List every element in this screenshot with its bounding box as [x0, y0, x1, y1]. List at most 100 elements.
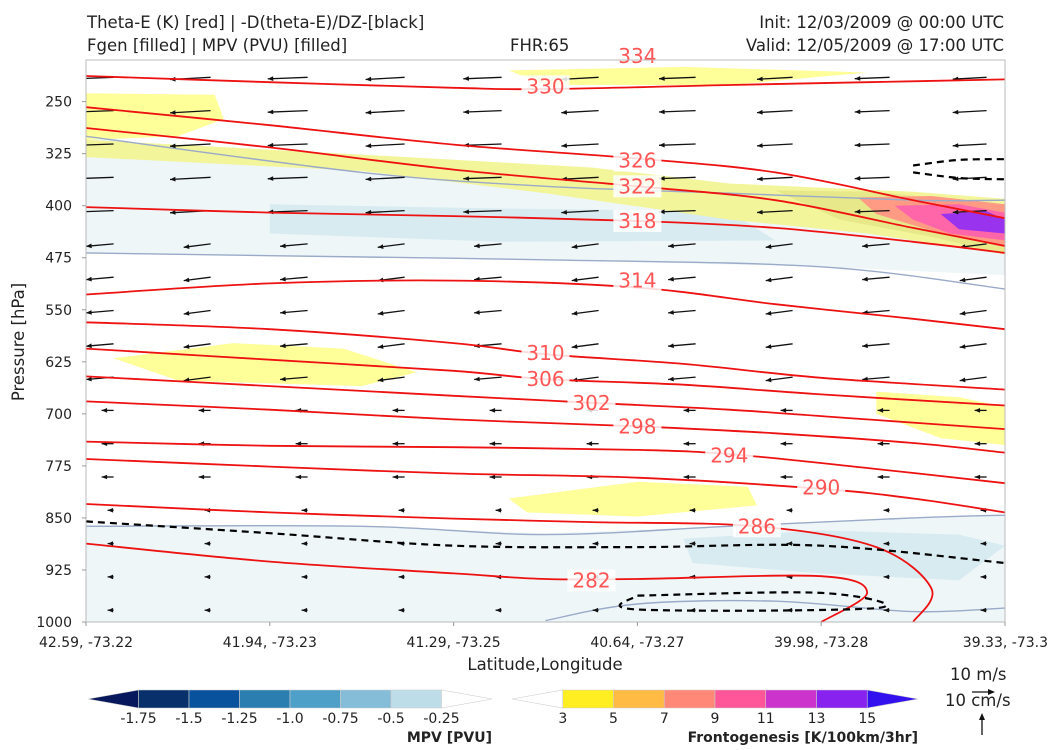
y-tick-label: 475 — [45, 251, 72, 267]
contour-label-318: 318 — [618, 209, 656, 233]
wind-vector-head — [854, 209, 861, 214]
colorbar-tick-label: 15 — [858, 711, 876, 727]
wind-vector — [86, 209, 114, 213]
wind-vector-head — [765, 244, 772, 249]
wind-vector-head — [183, 244, 190, 249]
wind-vector-head — [668, 343, 674, 349]
wind-vector-head — [883, 508, 890, 513]
wind-vector-head — [659, 209, 665, 215]
wind-vector-head — [757, 76, 763, 82]
wind-vector-head — [280, 343, 286, 349]
colorbar-swatch — [816, 689, 868, 709]
colorbar-swatch — [340, 689, 392, 709]
theta-e-contour-326 — [86, 106, 1005, 220]
wind-vector — [169, 109, 211, 114]
wind-vector-head — [86, 276, 92, 282]
wind-vector — [365, 109, 405, 114]
wind-vector-head — [301, 574, 308, 580]
wind-vector-head — [668, 276, 674, 282]
colorbar-tick-label: -0.75 — [322, 711, 358, 727]
wind-vector-head — [107, 574, 114, 580]
wind-vector-head — [877, 408, 884, 413]
wind-vector — [169, 176, 211, 181]
contour-label-306: 306 — [526, 367, 564, 391]
colorbar-swatch — [613, 689, 665, 709]
colorbar-swatch — [562, 689, 614, 709]
wind-vector-head — [877, 441, 884, 446]
wind-vector-head — [592, 607, 599, 613]
wind-vector — [463, 176, 502, 180]
wind-vector — [267, 76, 308, 80]
wind-vector-head — [365, 110, 372, 115]
wind-vector-head — [463, 209, 469, 215]
x-tick-label: 40.64, -73.27 — [590, 635, 684, 651]
wind-vector-head — [86, 243, 92, 249]
wind-vector-head — [757, 176, 763, 182]
wind-vector-head — [854, 76, 861, 81]
contour-label-298: 298 — [618, 414, 656, 438]
wind-vector — [658, 109, 696, 113]
wind-vector-head — [107, 508, 114, 513]
wind-vector — [952, 76, 987, 80]
theta-e-contour-286 — [86, 503, 934, 622]
fgen-yellow-upper-band — [86, 139, 1005, 255]
theta-e-contours — [86, 45, 1005, 622]
colorbar-swatch — [239, 689, 291, 709]
y-tick-label: 700 — [45, 407, 72, 423]
valid-time: Valid: 12/05/2009 @ 17:00 UTC — [745, 36, 1004, 55]
wind-vector-head — [854, 142, 861, 148]
colorbar-swatch — [390, 689, 442, 709]
contour-label-bg — [613, 149, 662, 172]
wind-vector — [86, 176, 114, 179]
wind-vector-head — [392, 474, 399, 480]
wind-vector-head — [204, 541, 211, 546]
y-tick-label: 925 — [45, 563, 72, 579]
wind-vector — [952, 143, 987, 147]
fgen-colorbar: 3 5 7 9 11 13 15 Frontogenesis [K/100km/3hr] — [511, 689, 919, 746]
wind-vector — [658, 176, 696, 180]
mpv-band-lower-core — [683, 530, 1005, 581]
vector-legend: 10 m/s 10 cm/s — [945, 665, 1011, 735]
wind-vector-head — [883, 607, 890, 613]
wind-vector — [952, 109, 987, 114]
contour-label-bg — [732, 515, 781, 538]
wind-vector-head — [295, 474, 302, 480]
fgen-yellow-upper-left — [86, 93, 224, 140]
y-tick-label: 550 — [45, 303, 72, 319]
y-tick-label: 775 — [45, 459, 72, 475]
mpv-boundary-line — [545, 599, 1005, 622]
wind-vector-head — [398, 607, 405, 613]
theta-e-contour-290 — [86, 458, 1005, 514]
wind-vector-head — [365, 176, 372, 182]
wind-vector-head — [959, 377, 966, 383]
wind-vector-head — [883, 574, 890, 580]
fgen-yellow-lower — [508, 481, 757, 517]
wind-vector-head — [952, 109, 959, 115]
wind-vector-head — [398, 574, 405, 580]
wind-vector-head — [101, 408, 108, 413]
y-tick-label: 625 — [45, 355, 72, 371]
wind-vector-head — [198, 408, 205, 413]
contour-label-bg — [567, 569, 616, 592]
wind-vector-head — [862, 243, 868, 249]
wind-vector — [365, 209, 405, 214]
colorbar-tick-label: -0.5 — [377, 711, 404, 727]
wind-vector-head — [571, 344, 578, 349]
wind-vector-head — [668, 376, 674, 382]
wind-vector-head — [474, 376, 480, 382]
wind-vector-head — [980, 574, 987, 580]
wind-vector-head — [183, 310, 190, 316]
wind-vector-head — [780, 441, 787, 446]
wind-vector — [267, 109, 308, 113]
theta-e-contour-334 — [86, 45, 1005, 58]
wind-vector-head — [757, 143, 763, 148]
wind-vector-head — [267, 142, 274, 148]
wind-vector-head — [980, 607, 987, 613]
wind-vector-head — [474, 243, 480, 249]
x-tick-label: 41.94, -73.23 — [223, 635, 317, 651]
wind-vector-head — [392, 441, 399, 446]
x-tick-label: 39.33, -73.3 — [963, 635, 1048, 651]
wind-vector-head — [974, 474, 981, 480]
contour-label-286: 286 — [738, 514, 776, 538]
wind-vector-head — [301, 508, 308, 513]
